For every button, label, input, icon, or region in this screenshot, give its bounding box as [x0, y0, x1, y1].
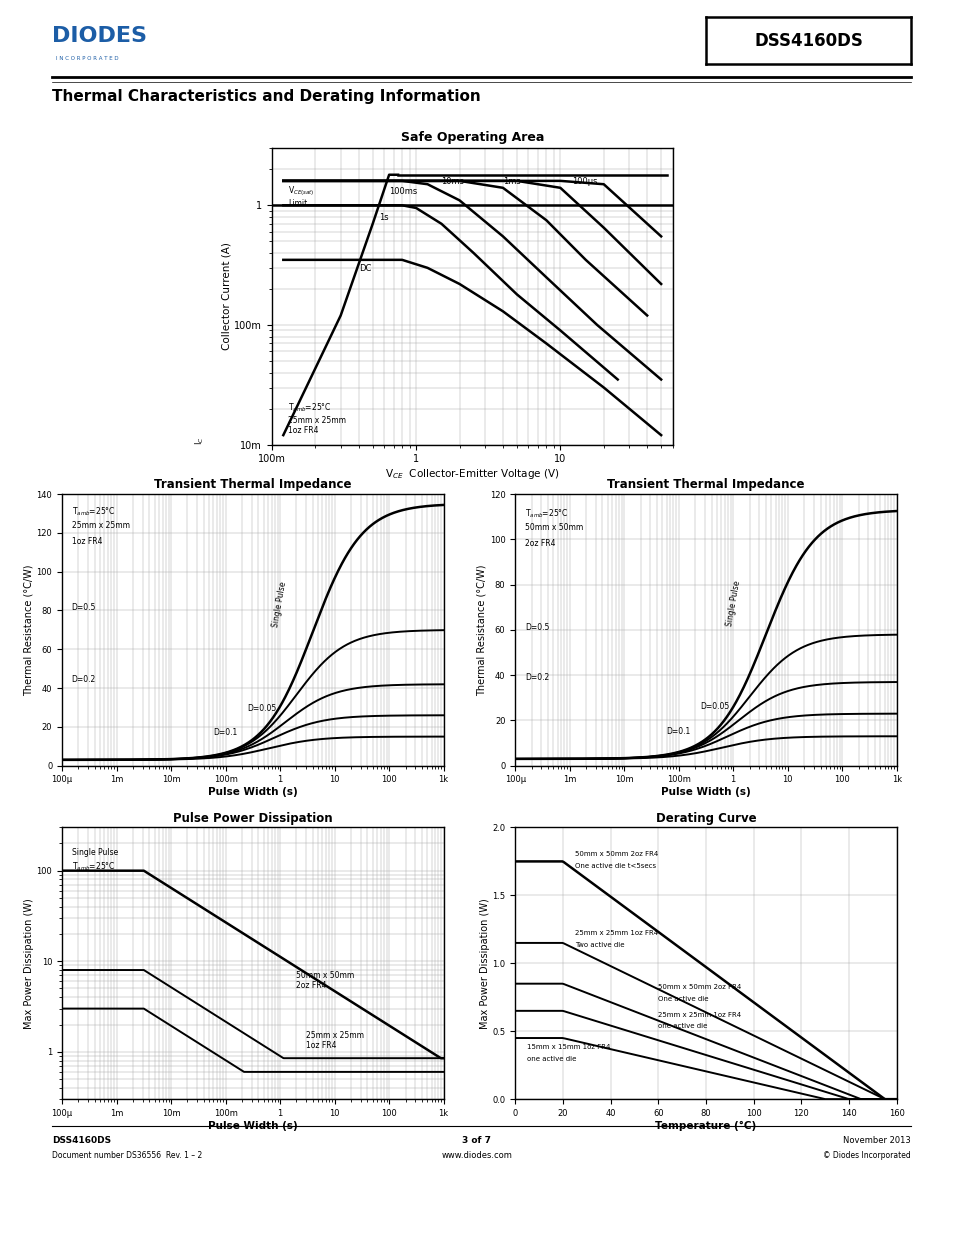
Title: Transient Thermal Impedance: Transient Thermal Impedance [606, 478, 804, 492]
X-axis label: V$_{CE}$  Collector-Emitter Voltage (V): V$_{CE}$ Collector-Emitter Voltage (V) [385, 467, 558, 482]
X-axis label: Pulse Width (s): Pulse Width (s) [208, 1120, 297, 1131]
Text: 25mm x 25mm: 25mm x 25mm [71, 521, 130, 530]
Text: 3 of 7: 3 of 7 [462, 1136, 491, 1145]
Title: Safe Operating Area: Safe Operating Area [400, 131, 543, 144]
Text: 100μs: 100μs [571, 177, 597, 186]
Text: 25mm x 25mm 1oz FR4: 25mm x 25mm 1oz FR4 [574, 930, 658, 936]
Text: 1s: 1s [378, 214, 388, 222]
Text: One active die t<5secs: One active die t<5secs [574, 863, 656, 868]
Text: D=0.5: D=0.5 [524, 622, 549, 632]
Y-axis label: Max Power Dissipation (W): Max Power Dissipation (W) [24, 898, 33, 1029]
Text: DSS4160DS: DSS4160DS [52, 1136, 112, 1145]
Text: T$_{amb}$=25°C: T$_{amb}$=25°C [71, 505, 115, 519]
Title: Derating Curve: Derating Curve [655, 811, 756, 825]
Text: 50mm x 50mm 2oz FR4: 50mm x 50mm 2oz FR4 [574, 851, 658, 857]
Text: DC: DC [358, 264, 371, 273]
Y-axis label: Collector Current (A): Collector Current (A) [221, 242, 232, 351]
Text: D=0.05: D=0.05 [247, 704, 276, 714]
Text: 25mm x 25mm 1oz FR4: 25mm x 25mm 1oz FR4 [658, 1011, 740, 1018]
X-axis label: Temperature (°C): Temperature (°C) [655, 1120, 756, 1131]
Text: Single Pulse: Single Pulse [724, 580, 740, 627]
Text: 50mm x 50mm
2oz FR4: 50mm x 50mm 2oz FR4 [296, 971, 355, 990]
Text: 1oz FR4: 1oz FR4 [71, 537, 102, 546]
Y-axis label: Thermal Resistance (°C/W): Thermal Resistance (°C/W) [476, 564, 486, 695]
Title: Pulse Power Dissipation: Pulse Power Dissipation [172, 811, 333, 825]
Text: one active die: one active die [526, 1056, 576, 1062]
Y-axis label: Max Power Dissipation (W): Max Power Dissipation (W) [479, 898, 489, 1029]
X-axis label: Pulse Width (s): Pulse Width (s) [208, 787, 297, 798]
Title: Transient Thermal Impedance: Transient Thermal Impedance [153, 478, 352, 492]
Text: DSS4160DS: DSS4160DS [753, 32, 862, 49]
Text: D=0.1: D=0.1 [666, 727, 690, 736]
X-axis label: Pulse Width (s): Pulse Width (s) [660, 787, 750, 798]
Text: 100ms: 100ms [389, 186, 417, 195]
Text: Document number DS36556  Rev. 1 – 2: Document number DS36556 Rev. 1 – 2 [52, 1151, 202, 1160]
Text: I N C O R P O R A T E D: I N C O R P O R A T E D [55, 56, 118, 61]
Text: Two active die: Two active die [574, 941, 623, 947]
Text: one active die: one active die [658, 1023, 707, 1029]
Text: D=0.05: D=0.05 [700, 701, 729, 711]
Text: November 2013: November 2013 [842, 1136, 910, 1145]
Text: 50mm x 50mm: 50mm x 50mm [524, 524, 582, 532]
Text: DIODES: DIODES [52, 26, 148, 46]
Text: D=0.5: D=0.5 [71, 604, 96, 613]
Y-axis label: Thermal Resistance (°C/W): Thermal Resistance (°C/W) [24, 564, 33, 695]
Text: 10ms: 10ms [441, 177, 464, 186]
Text: T$_{amb}$=25°C: T$_{amb}$=25°C [524, 508, 568, 520]
Text: One active die: One active die [658, 995, 708, 1002]
Text: I$_C$: I$_C$ [193, 436, 206, 445]
Text: 1ms: 1ms [502, 177, 520, 186]
Text: 15mm x 15mm 1oz FR4: 15mm x 15mm 1oz FR4 [526, 1045, 610, 1050]
Text: V$_{CE(sat)}$
Limit: V$_{CE(sat)}$ Limit [288, 184, 314, 209]
Text: D=0.2: D=0.2 [524, 673, 548, 682]
Text: Single Pulse: Single Pulse [272, 580, 288, 627]
Text: www.diodes.com: www.diodes.com [441, 1151, 512, 1160]
Text: 50mm x 50mm 2oz FR4: 50mm x 50mm 2oz FR4 [658, 984, 740, 990]
Text: T$_{amb}$=25°C: T$_{amb}$=25°C [71, 861, 115, 873]
Text: © Diodes Incorporated: © Diodes Incorporated [822, 1151, 910, 1160]
Text: D=0.1: D=0.1 [213, 727, 237, 736]
Text: Single Pulse: Single Pulse [71, 847, 118, 857]
Text: 25mm x 25mm
1oz FR4: 25mm x 25mm 1oz FR4 [306, 1031, 364, 1050]
Text: 2oz FR4: 2oz FR4 [524, 540, 555, 548]
Text: Thermal Characteristics and Derating Information: Thermal Characteristics and Derating Inf… [52, 89, 480, 104]
Text: D=0.2: D=0.2 [71, 676, 95, 684]
Text: T$_{amb}$=25°C
25mm x 25mm
1oz FR4: T$_{amb}$=25°C 25mm x 25mm 1oz FR4 [288, 401, 346, 435]
